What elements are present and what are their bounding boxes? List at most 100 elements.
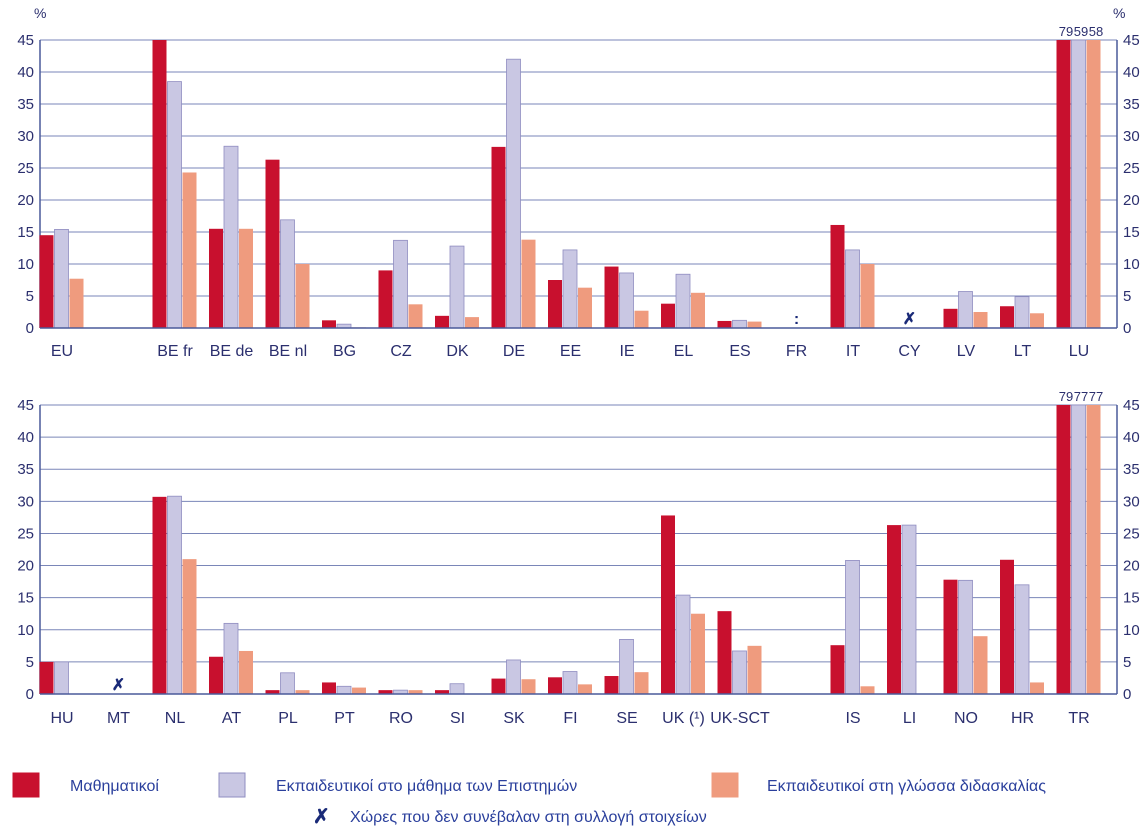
bar [352, 687, 366, 694]
x-tick-label: HR [1011, 710, 1034, 727]
bar [1086, 40, 1101, 328]
bar [1086, 405, 1101, 694]
x-tick-label: IS [845, 710, 860, 727]
bar [943, 308, 958, 328]
y-tick-label-left: 45 [17, 32, 34, 49]
bar [322, 682, 336, 694]
y-tick-label-left: 25 [17, 525, 34, 542]
y-unit-label-right: % [1113, 5, 1125, 21]
x-tick-label: EL [674, 343, 694, 360]
y-tick-label-left: 10 [17, 256, 34, 273]
y-tick-label-right: 15 [1123, 224, 1140, 241]
bar [39, 661, 54, 694]
bar [973, 636, 988, 694]
x-tick-label: HU [50, 710, 73, 727]
bar [182, 172, 197, 328]
y-tick-label-right: 0 [1123, 320, 1131, 337]
bar [336, 685, 352, 695]
x-tick-label: LT [1014, 343, 1032, 360]
bar [378, 690, 393, 694]
overflow-value-label: 79 [1059, 389, 1073, 404]
bar [465, 317, 479, 328]
y-unit-label-left: % [34, 5, 46, 21]
y-tick-label-right: 20 [1123, 192, 1140, 209]
overflow-value-label: 59 [1074, 24, 1088, 39]
y-tick-label-right: 5 [1123, 654, 1131, 671]
bar [280, 219, 295, 329]
bar [578, 684, 592, 694]
legend: Μαθηματικοί Εκπαιδευτικοί στο μάθημα των… [12, 772, 1046, 828]
bar [619, 639, 634, 695]
bar [973, 312, 988, 328]
y-tick-label-right: 10 [1123, 256, 1140, 273]
bar [830, 645, 845, 694]
bar [295, 264, 310, 328]
bar [39, 235, 54, 328]
bar [548, 280, 562, 328]
y-tick-label-left: 0 [26, 686, 34, 703]
y-tick-label-left: 40 [17, 429, 34, 446]
bar [1071, 39, 1086, 329]
bar [167, 81, 182, 329]
not-contributed-icon: ✗ [313, 806, 330, 828]
y-tick-label-right: 0 [1123, 686, 1131, 703]
x-tick-label: FR [786, 343, 807, 360]
x-tick-label: SE [616, 710, 637, 727]
bar [634, 310, 649, 328]
legend-swatch-mathematics [12, 772, 40, 798]
y-tick-label-right: 20 [1123, 558, 1140, 575]
bar [449, 245, 465, 329]
x-tick-label: PL [278, 710, 298, 727]
y-tick-label-right: 35 [1123, 461, 1140, 478]
bar [747, 645, 762, 694]
bar [506, 659, 521, 695]
bar [604, 266, 619, 328]
y-tick-label-left: 15 [17, 224, 34, 241]
bar [943, 579, 958, 694]
x-tick-label: AT [222, 710, 241, 727]
x-tick-label: EE [560, 343, 581, 360]
overflow-value-label: 77 [1089, 389, 1103, 404]
bar [435, 315, 449, 328]
bar [1014, 296, 1030, 329]
bar [717, 611, 732, 694]
not-contributed-marker: ✗ [903, 311, 916, 328]
x-tick-label: LU [1069, 343, 1089, 360]
x-tick-label: BE fr [157, 343, 193, 360]
bar [54, 661, 69, 695]
bar [1056, 405, 1071, 694]
bar [958, 579, 973, 695]
y-tick-label-left: 10 [17, 622, 34, 639]
x-tick-label: BE de [210, 343, 254, 360]
x-tick-label: LV [957, 343, 976, 360]
bar [209, 656, 223, 694]
chart-panel-top: 0 0 5 5 10 10 15 15 20 20 25 25 30 30 35 35 40 40 45 45% % EU… [17, 5, 1139, 360]
bar [408, 304, 423, 328]
y-tick-label-right: 45 [1123, 32, 1140, 49]
y-tick-label-left: 30 [17, 128, 34, 145]
bar [958, 291, 973, 329]
legend-swatch-language [711, 772, 739, 798]
x-tick-label: ES [729, 343, 750, 360]
bar [1000, 559, 1014, 694]
bar [1000, 306, 1014, 328]
y-tick-label-left: 15 [17, 590, 34, 607]
y-tick-label-left: 45 [17, 397, 34, 414]
x-tick-label: RO [389, 710, 413, 727]
legend-label-language: Εκπαιδευτικοί στη γλώσσα διδασκαλίας [767, 778, 1046, 795]
y-tick-label-left: 20 [17, 558, 34, 575]
x-tick-label: BG [333, 343, 356, 360]
y-tick-label-right: 5 [1123, 288, 1131, 305]
y-tick-label-left: 30 [17, 493, 34, 510]
bar [209, 228, 223, 328]
y-tick-label-left: 35 [17, 461, 34, 478]
not-available-marker: : [794, 311, 799, 328]
x-tick-label: UK-SCT [710, 710, 770, 727]
bar [860, 264, 875, 328]
x-tick-label: SI [450, 710, 465, 727]
bar [54, 229, 69, 329]
x-tick-label: FI [563, 710, 577, 727]
x-tick-label: NL [165, 710, 186, 727]
bar [845, 249, 860, 329]
